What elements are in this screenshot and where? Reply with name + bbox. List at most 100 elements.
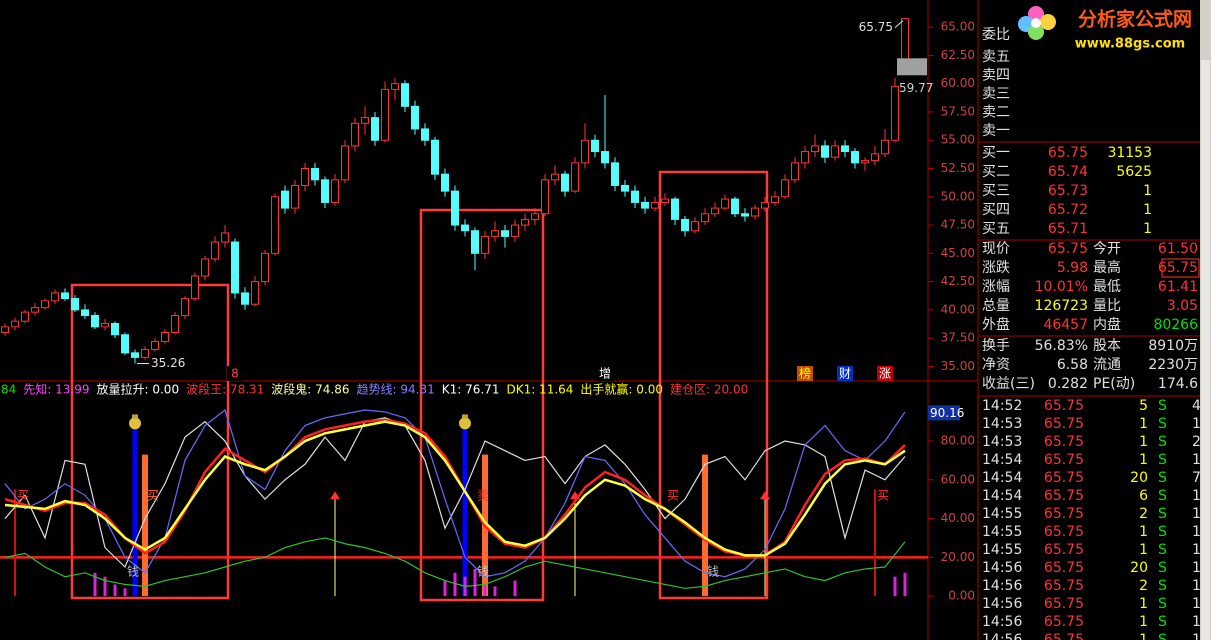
trade-volume: 20: [1130, 470, 1148, 486]
candle-body: [1, 326, 9, 334]
prev-close-box: [897, 58, 927, 76]
y-tick-label: 60.00: [941, 76, 975, 90]
trade-price: 65.75: [1044, 470, 1084, 486]
candle-body: [441, 173, 449, 192]
bid-volume: 1: [1143, 221, 1152, 237]
trade-time: 14:55: [982, 524, 1022, 540]
candle-body: [41, 300, 49, 309]
logo-title: 分析家公式网: [1078, 8, 1192, 31]
candle-body: [451, 190, 459, 226]
arrow-head: [760, 491, 770, 500]
trade-time: 14:56: [982, 578, 1022, 594]
candle-body: [471, 230, 479, 254]
stat-value: 61.50: [1158, 241, 1198, 257]
stat-label: 涨幅: [982, 279, 1010, 295]
trade-side: S: [1158, 524, 1167, 540]
trade-volume: 5: [1139, 398, 1148, 414]
trade-count: 1: [1192, 596, 1201, 612]
candle-body: [741, 213, 749, 217]
stat-value: 5.98: [1057, 260, 1088, 276]
trade-count: 1: [1192, 632, 1201, 640]
y-tick-label: 37.50: [941, 331, 975, 345]
candle-body: [691, 221, 699, 232]
candle-body: [771, 196, 779, 203]
trade-count: 1: [1192, 416, 1201, 432]
y-tick-label: 40.00: [941, 302, 975, 316]
bid-price: 65.74: [1048, 164, 1088, 180]
trade-time: 14:54: [982, 470, 1022, 486]
scrollbar-track: [1201, 60, 1210, 640]
trade-volume: 1: [1139, 452, 1148, 468]
candle-body: [561, 173, 569, 192]
candle-body: [351, 122, 359, 147]
stat-value: 61.41: [1158, 279, 1198, 295]
y-tick-label: 35.00: [941, 359, 975, 373]
candle-body: [891, 85, 899, 141]
marker-bg: [797, 366, 813, 381]
trade-volume: 1: [1139, 596, 1148, 612]
trade-volume: 1: [1139, 434, 1148, 450]
signal-bar: [483, 584, 487, 597]
signal-bar: [903, 572, 907, 597]
trade-count: 1: [1192, 506, 1201, 522]
indicator-legend: 放量拉升: 0.00: [97, 382, 180, 397]
stat-label: 外盘: [982, 316, 1010, 333]
indicator-legend: K1: 76.71: [442, 383, 500, 397]
candle-body: [371, 117, 379, 141]
bid-price: 65.75: [1048, 145, 1088, 161]
marker: 8: [231, 367, 239, 381]
ask-label: 卖五: [982, 49, 1010, 65]
candle-body: [641, 201, 649, 209]
candle-body: [81, 309, 89, 317]
trade-price: 65.75: [1044, 614, 1084, 630]
candle-body: [201, 258, 209, 277]
indicator-line: [4, 417, 906, 569]
y-tick-label: 42.50: [941, 274, 975, 288]
stat-value: 126723: [1035, 298, 1088, 314]
marker-bg: [597, 366, 613, 381]
trade-volume: 1: [1139, 614, 1148, 630]
trade-side: S: [1158, 560, 1167, 576]
candle-body: [251, 281, 259, 305]
candle-body: [591, 139, 599, 153]
trade-side: S: [1158, 614, 1167, 630]
signal-bar: [93, 572, 97, 597]
signal-bar: [453, 572, 457, 597]
trade-side: S: [1158, 578, 1167, 594]
candle-body: [51, 292, 59, 302]
signal-bar: [123, 588, 127, 597]
indicator-legend: 出手就赢: 0.00: [580, 382, 663, 397]
candle-body: [631, 190, 639, 203]
trade-volume: 2: [1139, 578, 1148, 594]
candle-body: [291, 184, 299, 209]
trade-side: S: [1158, 506, 1167, 522]
signal-label: 钱: [707, 564, 719, 579]
signal-label: 买: [877, 489, 889, 503]
ask-label: 卖四: [982, 68, 1010, 84]
candle-body: [381, 88, 389, 141]
trade-time: 14:56: [982, 614, 1022, 630]
candle-body: [21, 311, 29, 322]
candle-body: [601, 151, 609, 164]
trade-time: 14:56: [982, 596, 1022, 612]
signal-label: 买: [147, 489, 159, 503]
ask-label: 卖二: [982, 105, 1010, 121]
logo-url[interactable]: www.88gs.com: [1075, 37, 1185, 52]
candle-body: [271, 196, 279, 254]
candle-body: [611, 162, 619, 186]
bid-label: 买二: [982, 164, 1010, 180]
trade-count: 1: [1192, 542, 1201, 558]
trade-time: 14:55: [982, 542, 1022, 558]
candle-body: [801, 151, 809, 164]
signal-bar: [513, 580, 517, 597]
signal-bar: [874, 489, 876, 597]
candle-body: [341, 145, 349, 181]
trade-volume: 6: [1139, 488, 1148, 504]
y-tick-label: 40.00: [941, 511, 975, 525]
candle-body: [401, 83, 409, 107]
candle-body: [861, 160, 869, 164]
bid-label: 买五: [982, 221, 1010, 237]
